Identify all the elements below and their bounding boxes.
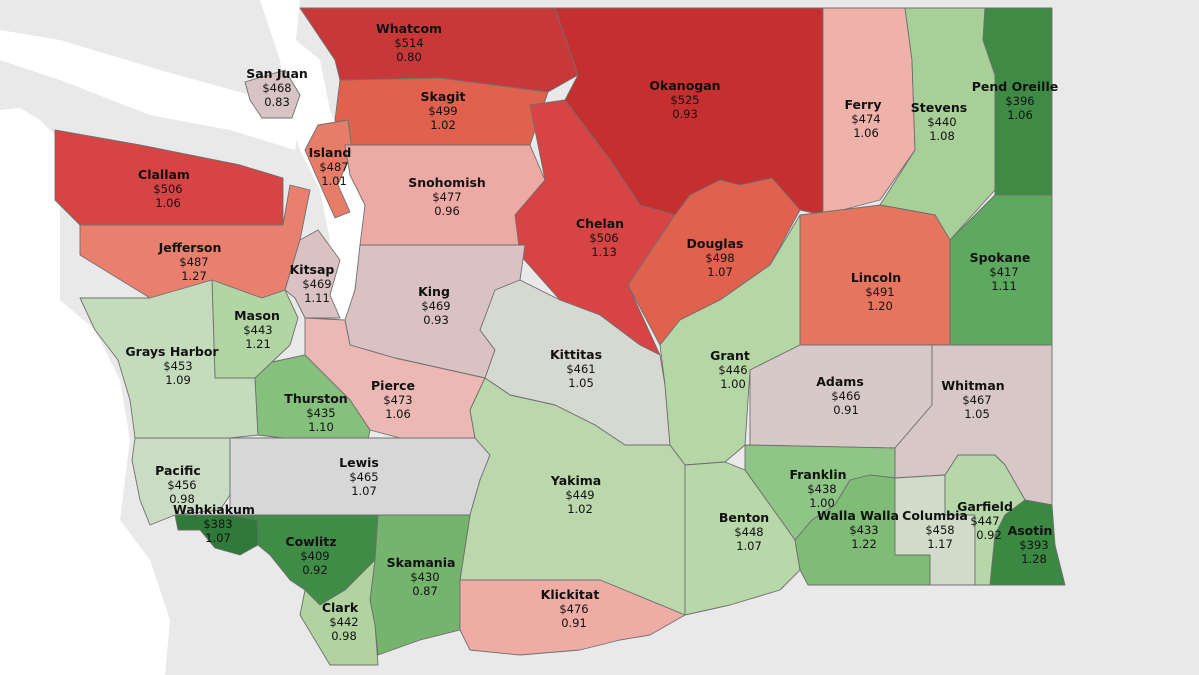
- label-spokane: Spokane $417 1.11: [970, 250, 1031, 293]
- label-yakima: Yakima $449 1.02: [550, 473, 601, 516]
- label-asotin: Asotin $393 1.28: [1008, 523, 1053, 566]
- label-kitsap: Kitsap $469 1.11: [290, 262, 335, 305]
- label-skamania: Skamania $430 0.87: [387, 555, 456, 598]
- county-island[interactable]: [304, 119, 353, 219]
- label-clark: Clark $442 0.98: [322, 600, 359, 643]
- counties-layer: [54, 7, 1066, 666]
- label-lincoln: Lincoln $491 1.20: [851, 270, 901, 313]
- label-ferry: Ferry $474 1.06: [845, 97, 882, 140]
- label-benton: Benton $448 1.07: [719, 510, 769, 553]
- label-klickitat: Klickitat $476 0.91: [541, 587, 600, 630]
- county-kitsap[interactable]: [284, 229, 341, 319]
- label-island: Island $487 1.01: [309, 145, 352, 188]
- strait-juan-de-fuca: [0, 30, 300, 150]
- label-kittitas: Kittitas $461 1.05: [550, 347, 602, 390]
- label-garfield: Garfield $447 0.92: [957, 499, 1013, 542]
- label-adams: Adams $466 0.91: [816, 374, 864, 417]
- label-whitman: Whitman $467 1.05: [941, 378, 1004, 421]
- county-labels: Whatcom $514 0.80 San Juan $468 0.83 Okanoga…: [125, 21, 1058, 643]
- label-walla-walla: Walla Walla $433 1.22: [817, 508, 899, 551]
- label-douglas: Douglas $498 1.07: [687, 236, 744, 279]
- county-klickitat[interactable]: [459, 579, 686, 656]
- label-whatcom: Whatcom $514 0.80: [376, 21, 442, 64]
- label-franklin: Franklin $438 1.00: [789, 467, 846, 510]
- label-pierce: Pierce $473 1.06: [371, 378, 415, 421]
- label-grant: Grant $446 1.00: [710, 348, 750, 391]
- label-pacific: Pacific $456 0.98: [155, 463, 201, 506]
- label-king: King $469 0.93: [418, 284, 451, 327]
- label-pend-oreille: Pend Oreille $396 1.06: [972, 79, 1058, 122]
- county-grays-harbor[interactable]: [79, 279, 259, 439]
- label-mason: Mason $443 1.21: [234, 308, 280, 351]
- label-stevens: Stevens $440 1.08: [911, 100, 967, 143]
- label-grays-harbor: Grays Harbor $453 1.09: [125, 344, 219, 387]
- label-columbia: Columbia $458 1.17: [902, 508, 968, 551]
- label-lewis: Lewis $465 1.07: [339, 455, 379, 498]
- label-wahkiakum: Wahkiakum $383 1.07: [173, 502, 255, 545]
- label-thurston: Thurston $435 1.10: [284, 391, 347, 434]
- label-cowlitz: Cowlitz $409 0.92: [285, 534, 336, 577]
- label-clallam: Clallam $506 1.06: [138, 167, 190, 210]
- county-asotin[interactable]: [989, 499, 1066, 586]
- pacific-ocean: [0, 108, 170, 675]
- label-snohomish: Snohomish $477 0.96: [408, 175, 486, 218]
- label-chelan: Chelan $506 1.13: [576, 216, 624, 259]
- label-jefferson: Jefferson $487 1.27: [158, 240, 222, 283]
- label-skagit: Skagit $499 1.02: [421, 89, 466, 132]
- label-okanogan: Okanogan $525 0.93: [649, 78, 720, 121]
- county-clark[interactable]: [299, 559, 379, 666]
- county-san-juan[interactable]: [244, 69, 301, 119]
- label-san-juan: San Juan $468 0.83: [246, 66, 308, 109]
